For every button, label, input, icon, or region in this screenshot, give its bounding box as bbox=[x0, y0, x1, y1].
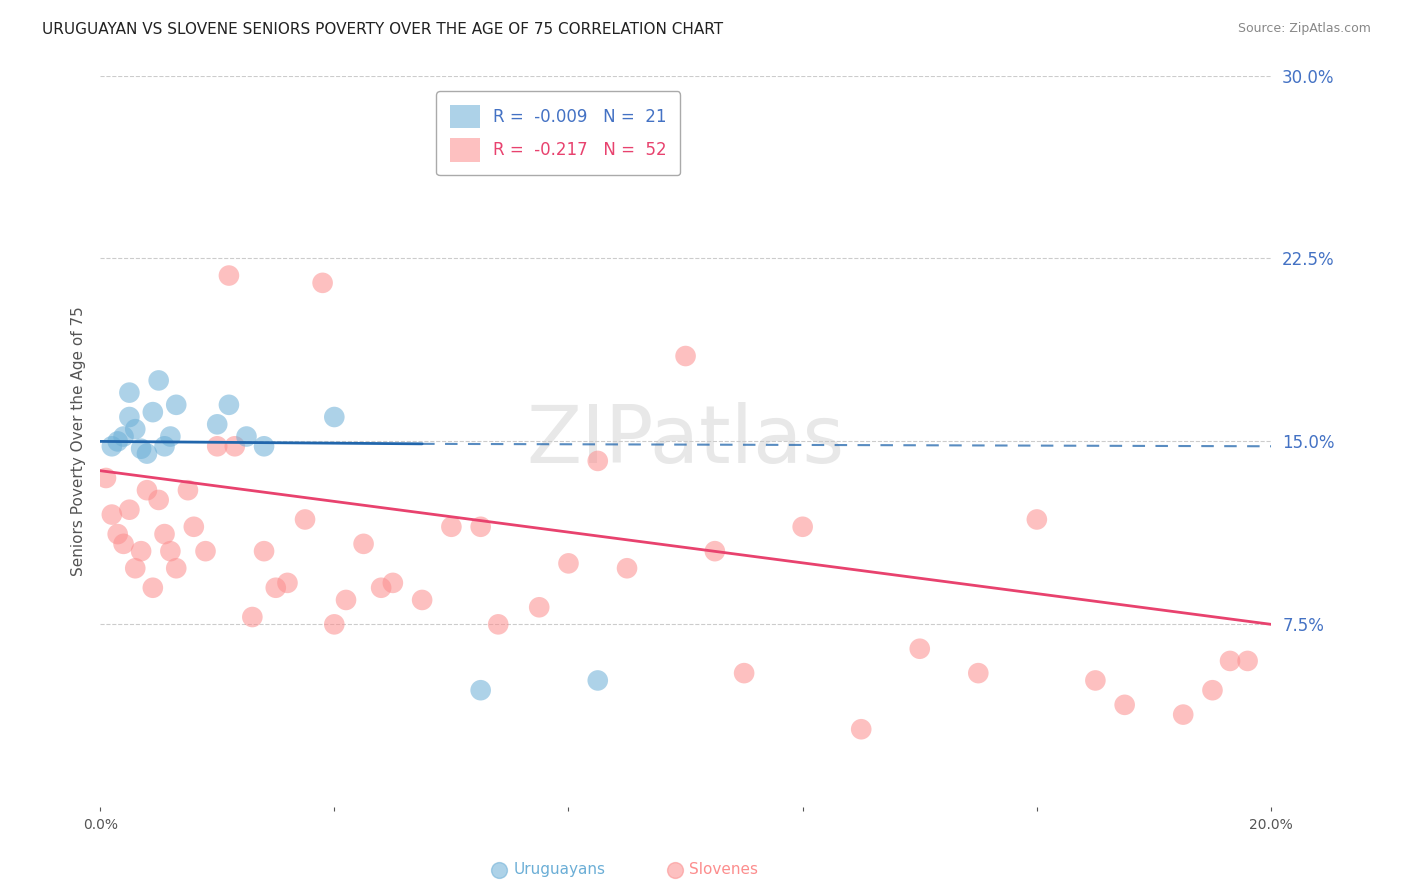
Point bbox=[112, 537, 135, 551]
Point bbox=[470, 520, 492, 534]
Point bbox=[733, 666, 755, 681]
Point bbox=[253, 439, 276, 453]
Point bbox=[112, 429, 135, 443]
Point bbox=[142, 581, 165, 595]
Point bbox=[129, 442, 152, 456]
Point bbox=[276, 575, 298, 590]
Point bbox=[124, 422, 146, 436]
Point bbox=[107, 434, 129, 449]
Point bbox=[1201, 683, 1223, 698]
Point bbox=[529, 600, 551, 615]
Point bbox=[194, 544, 217, 558]
Point bbox=[165, 398, 187, 412]
Point bbox=[107, 527, 129, 541]
Point bbox=[470, 142, 492, 156]
Point bbox=[240, 610, 263, 624]
Point bbox=[792, 520, 814, 534]
Point bbox=[129, 544, 152, 558]
Point bbox=[470, 683, 492, 698]
Point bbox=[205, 417, 228, 432]
Point bbox=[703, 544, 725, 558]
Point bbox=[1173, 707, 1195, 722]
Text: Uruguayans: Uruguayans bbox=[513, 863, 605, 877]
Point bbox=[124, 561, 146, 575]
Point bbox=[136, 483, 159, 498]
Point bbox=[851, 723, 873, 737]
Point bbox=[159, 544, 181, 558]
Point bbox=[381, 575, 404, 590]
Point bbox=[159, 429, 181, 443]
Point bbox=[264, 581, 287, 595]
Y-axis label: Seniors Poverty Over the Age of 75: Seniors Poverty Over the Age of 75 bbox=[72, 307, 86, 576]
Point bbox=[101, 508, 124, 522]
Point bbox=[94, 471, 117, 485]
Point bbox=[311, 276, 333, 290]
Point bbox=[323, 617, 346, 632]
Point bbox=[218, 268, 240, 283]
Point bbox=[218, 398, 240, 412]
Point bbox=[586, 673, 609, 688]
Point bbox=[148, 492, 170, 507]
Point bbox=[177, 483, 200, 498]
Point bbox=[1219, 654, 1241, 668]
Text: ZIPatlas: ZIPatlas bbox=[526, 402, 845, 481]
Point bbox=[1025, 512, 1047, 526]
Point bbox=[148, 373, 170, 387]
Point bbox=[153, 527, 176, 541]
Point bbox=[235, 429, 257, 443]
Text: Slovenes: Slovenes bbox=[689, 863, 758, 877]
Point bbox=[153, 439, 176, 453]
Point bbox=[136, 447, 159, 461]
Point bbox=[323, 410, 346, 425]
Text: Source: ZipAtlas.com: Source: ZipAtlas.com bbox=[1237, 22, 1371, 36]
Point bbox=[118, 385, 141, 400]
Point bbox=[335, 593, 357, 607]
Point bbox=[183, 520, 205, 534]
Point bbox=[224, 439, 246, 453]
Text: URUGUAYAN VS SLOVENE SENIORS POVERTY OVER THE AGE OF 75 CORRELATION CHART: URUGUAYAN VS SLOVENE SENIORS POVERTY OVE… bbox=[42, 22, 723, 37]
Point bbox=[165, 561, 187, 575]
Legend: R =  -0.009   N =  21, R =  -0.217   N =  52: R = -0.009 N = 21, R = -0.217 N = 52 bbox=[436, 91, 681, 175]
Point bbox=[370, 581, 392, 595]
Point bbox=[440, 520, 463, 534]
Point bbox=[908, 641, 931, 656]
Point bbox=[411, 593, 433, 607]
Point bbox=[142, 405, 165, 419]
Point bbox=[118, 410, 141, 425]
Point bbox=[1236, 654, 1258, 668]
Point bbox=[253, 544, 276, 558]
Point bbox=[616, 561, 638, 575]
Point bbox=[101, 439, 124, 453]
Point bbox=[1114, 698, 1136, 712]
Point bbox=[1084, 673, 1107, 688]
Point bbox=[205, 439, 228, 453]
Point bbox=[118, 502, 141, 516]
Point bbox=[967, 666, 990, 681]
Point bbox=[486, 617, 509, 632]
Point bbox=[294, 512, 316, 526]
Point bbox=[557, 557, 579, 571]
Point bbox=[675, 349, 697, 363]
Point bbox=[586, 454, 609, 468]
Point bbox=[353, 537, 375, 551]
